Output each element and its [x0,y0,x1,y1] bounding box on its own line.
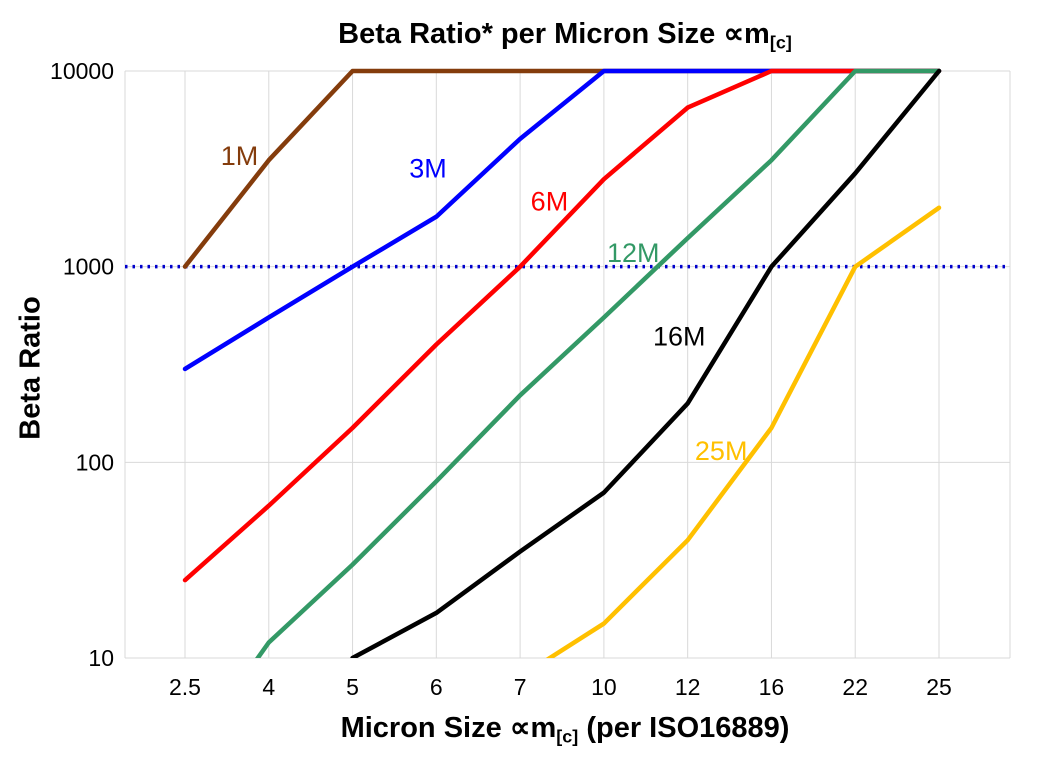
y-tick-label: 1000 [63,254,114,280]
y-tick-label: 10 [88,645,114,671]
x-axis-title-text: Micron Size [340,712,510,744]
x-tick-label: 10 [591,674,617,700]
x-tick-label: 7 [514,674,527,700]
series-line-12M [254,68,942,658]
y-axis-title: Beta Ratio [14,296,47,440]
series-label-1M: 1M [221,141,259,171]
x-tick-label: 6 [430,674,443,700]
series-lines [182,68,942,658]
gridlines [124,70,1011,659]
x-axis-title-suffix: (per ISO16889) [578,712,790,744]
series-line-25M [545,205,942,658]
mu-symbol: ∝m [509,712,557,744]
x-tick-label: 25 [926,674,952,700]
chart-title-text: Beta Ratio* per Micron Size [338,18,724,50]
series-line-6M [182,68,942,583]
x-tick-labels: 2.5 4 5 6 7 10 12 16 22 25 [169,674,952,700]
x-axis-title-subscript: [c] [556,726,579,747]
chart-title-subscript: [c] [769,32,792,53]
x-tick-label: 16 [759,674,785,700]
series-label-6M: 6M [531,187,569,217]
series-label-12M: 12M [607,238,660,268]
x-tick-label: 4 [262,674,275,700]
x-tick-label: 22 [842,674,868,700]
y-tick-label: 100 [76,449,114,475]
x-tick-label: 12 [675,674,701,700]
x-tick-label: 2.5 [169,674,201,700]
chart-title: Beta Ratio* per Micron Size ∝m[c] [75,16,1055,53]
series-label-25M: 25M [695,436,748,466]
series-label-3M: 3M [409,154,447,184]
x-tick-label: 5 [346,674,359,700]
series-line-16M [350,68,942,658]
x-axis-title: Micron Size ∝m[c] (per ISO16889) [75,710,1055,747]
y-tick-label: 10000 [50,58,114,84]
y-tick-labels: 10 100 1000 10000 [50,58,114,671]
series-labels: 1M 3M 6M 12M 16M 25M [221,141,748,466]
mu-symbol: ∝m [723,18,770,50]
series-label-16M: 16M [653,322,706,352]
